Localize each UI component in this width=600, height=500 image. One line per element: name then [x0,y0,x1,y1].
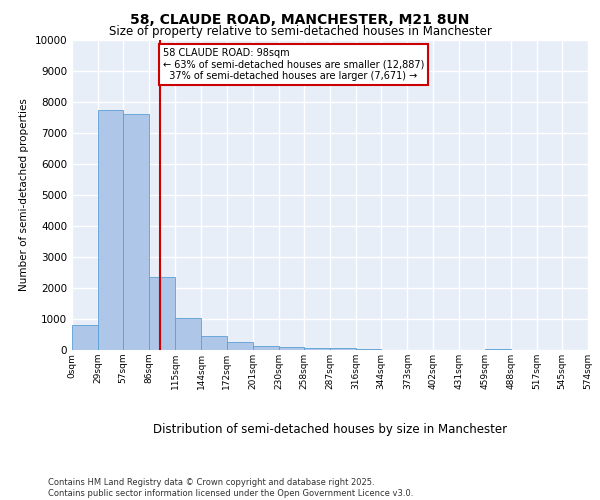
Bar [253,346,279,350]
Bar [304,348,330,350]
Text: Contains HM Land Registry data © Crown copyright and database right 2025.
Contai: Contains HM Land Registry data © Crown c… [48,478,413,498]
Bar [485,349,511,350]
Text: Distribution of semi-detached houses by size in Manchester: Distribution of semi-detached houses by … [153,422,507,436]
Bar [330,348,356,350]
Bar [98,110,123,350]
Bar [149,278,175,350]
Text: 58, CLAUDE ROAD, MANCHESTER, M21 8UN: 58, CLAUDE ROAD, MANCHESTER, M21 8UN [130,12,470,26]
Bar [202,336,227,350]
Text: 58 CLAUDE ROAD: 98sqm
← 63% of semi-detached houses are smaller (12,887)
  37% o: 58 CLAUDE ROAD: 98sqm ← 63% of semi-deta… [163,48,424,81]
Bar [72,324,98,350]
Bar [175,318,202,350]
Text: Size of property relative to semi-detached houses in Manchester: Size of property relative to semi-detach… [109,25,491,38]
Y-axis label: Number of semi-detached properties: Number of semi-detached properties [19,98,29,292]
Bar [279,347,304,350]
Bar [356,349,381,350]
Bar [227,342,253,350]
Bar [123,114,149,350]
